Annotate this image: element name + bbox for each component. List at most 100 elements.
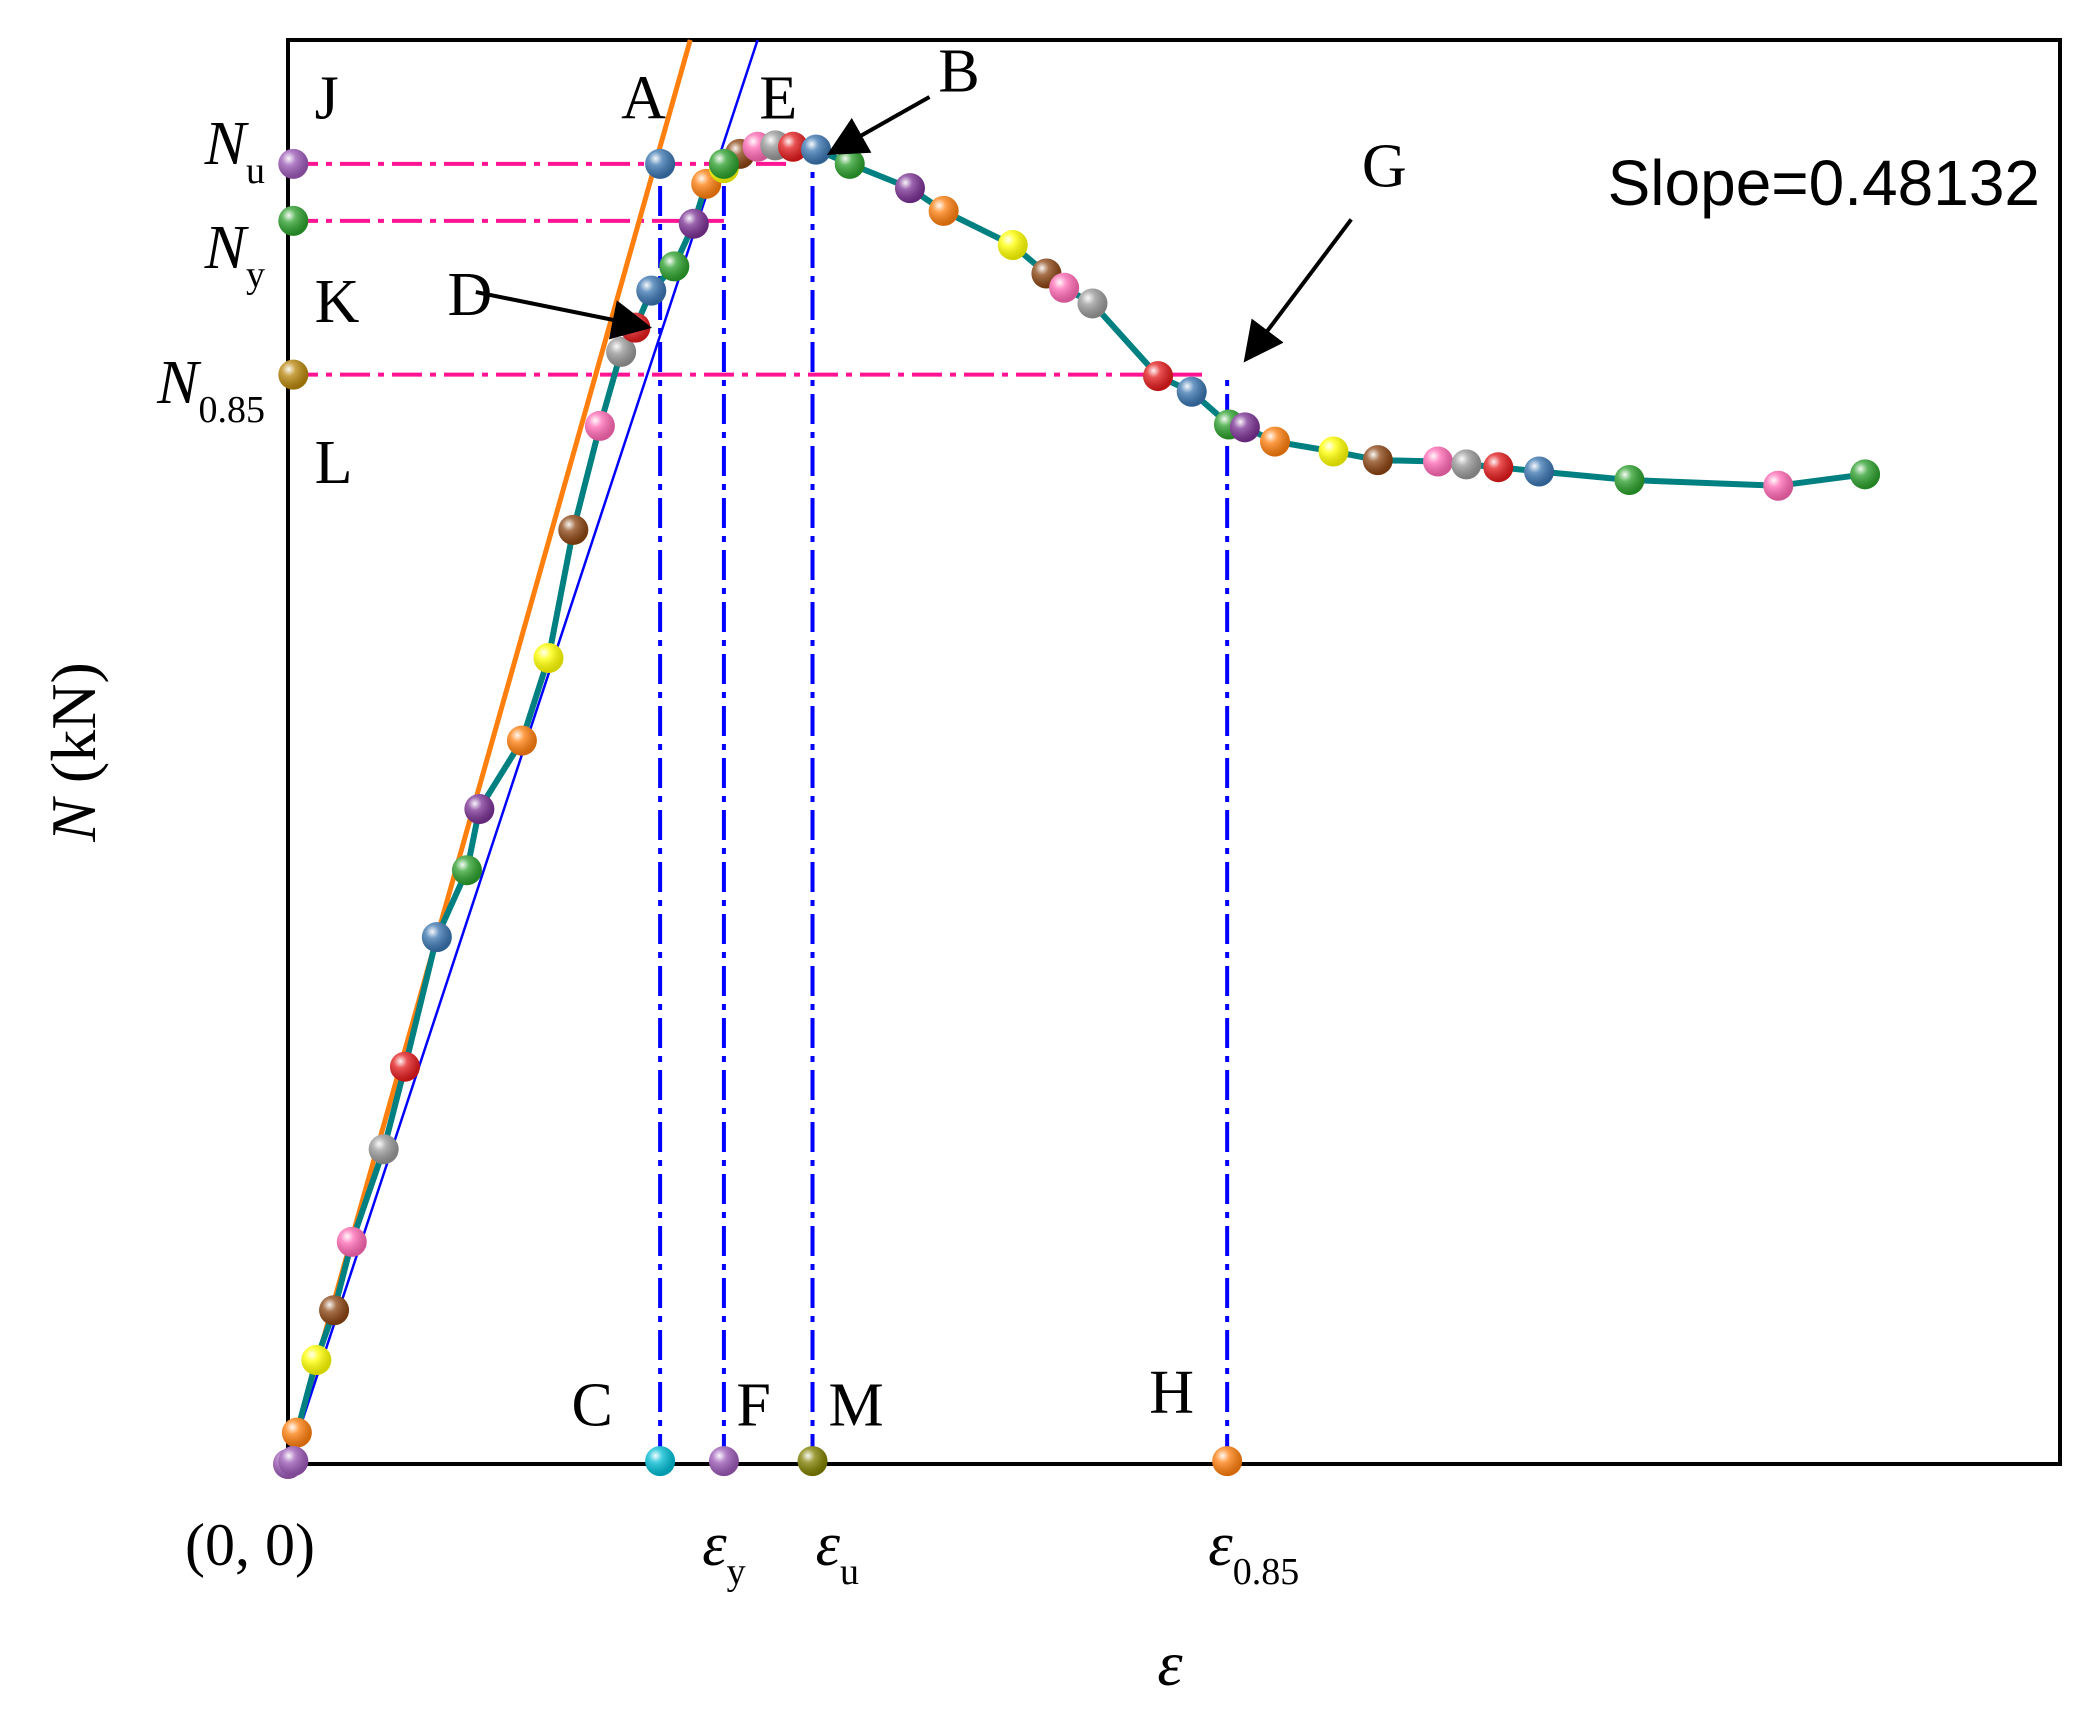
guide-marker-5-shine <box>645 1446 676 1477</box>
guide-marker-4-shine <box>708 148 739 179</box>
data-point-10 <box>506 725 537 756</box>
point-label-B: B <box>938 37 979 105</box>
data-point-5 <box>368 1134 399 1165</box>
data-point-16-shine <box>636 275 667 306</box>
data-point-25 <box>801 134 832 165</box>
guide-marker-6-shine <box>708 1446 739 1477</box>
data-point-28-shine <box>928 195 959 226</box>
guide-marker-8-shine <box>1212 1446 1243 1477</box>
data-point-1-shine <box>281 1417 312 1448</box>
data-point-6-shine <box>389 1051 420 1082</box>
data-point-32 <box>1077 288 1108 319</box>
data-point-14 <box>606 336 637 367</box>
y-axis-title: N (kN) <box>38 662 109 843</box>
data-point-28 <box>928 195 959 226</box>
data-point-9 <box>464 793 495 824</box>
data-point-27-shine <box>894 173 925 204</box>
data-point-8 <box>451 855 482 886</box>
guide-marker-8 <box>1212 1446 1243 1477</box>
data-point-7 <box>421 922 452 953</box>
data-point-2 <box>301 1345 332 1376</box>
origin-label: (0, 0) <box>185 1512 315 1578</box>
data-point-31-shine <box>1049 272 1080 303</box>
data-point-29-shine <box>997 230 1028 261</box>
guide-marker-3 <box>645 148 676 179</box>
series-line-0 <box>285 142 1866 1465</box>
data-point-36 <box>1229 412 1260 443</box>
data-point-36-shine <box>1229 412 1260 443</box>
arrows-layer <box>475 95 1353 363</box>
data-point-4-shine <box>336 1226 367 1257</box>
arrow-B <box>826 95 931 156</box>
data-point-1 <box>281 1417 312 1448</box>
data-point-42-shine <box>1483 452 1514 483</box>
arrow-D <box>475 290 653 340</box>
data-point-5-shine <box>368 1134 399 1165</box>
data-point-38-shine <box>1318 436 1349 467</box>
guide-marker-7-shine <box>797 1446 828 1477</box>
guide-marker-9-shine <box>278 1446 309 1477</box>
guide-marker-0-shine <box>278 148 309 179</box>
data-point-12 <box>558 514 589 545</box>
y-tick-label-y: Ny <box>204 214 265 296</box>
x-tick-label-u: εu <box>816 1511 859 1593</box>
data-point-32-shine <box>1077 288 1108 319</box>
point-label-D: D <box>447 261 492 329</box>
guide-marker-4 <box>708 148 739 179</box>
guide-marker-1 <box>278 205 309 236</box>
guide-marker-0 <box>278 148 309 179</box>
data-point-41 <box>1451 449 1482 480</box>
x-axis-title: ε <box>1157 1628 1183 1699</box>
data-point-39-shine <box>1362 445 1393 476</box>
point-label-J: J <box>315 64 339 132</box>
guide-marker-9 <box>278 1446 309 1477</box>
data-point-37-shine <box>1260 426 1291 457</box>
data-point-18-shine <box>678 208 709 239</box>
data-point-25-shine <box>801 134 832 165</box>
data-point-42 <box>1483 452 1514 483</box>
y-tick-label-u: Nu <box>204 110 265 192</box>
point-label-E: E <box>759 64 797 132</box>
data-point-46 <box>1850 459 1881 490</box>
guide-marker-2-shine <box>278 359 309 390</box>
data-point-26 <box>834 148 865 179</box>
data-point-44-shine <box>1614 465 1645 496</box>
data-point-33-shine <box>1143 361 1174 392</box>
data-point-7-shine <box>421 922 452 953</box>
markers-layer <box>273 130 1881 1479</box>
data-point-2-shine <box>301 1345 332 1376</box>
plot-frame <box>286 38 2062 1466</box>
guide-marker-3-shine <box>645 148 676 179</box>
data-point-24 <box>778 131 809 162</box>
data-point-3-shine <box>319 1295 350 1326</box>
data-point-43-shine <box>1524 456 1555 487</box>
data-point-15 <box>620 312 651 343</box>
data-point-16 <box>636 275 667 306</box>
arrow-G <box>1243 218 1353 363</box>
data-point-24-shine <box>778 131 809 162</box>
guide-marker-6 <box>708 1446 739 1477</box>
data-point-40-shine <box>1423 446 1454 477</box>
data-point-14-shine <box>606 336 637 367</box>
data-point-9-shine <box>464 793 495 824</box>
data-point-44 <box>1614 465 1645 496</box>
point-label-G: G <box>1362 133 1407 201</box>
data-point-15-shine <box>620 312 651 343</box>
data-point-29 <box>997 230 1028 261</box>
slope-annotation: Slope=0.48132 <box>1608 147 2040 219</box>
labels-layer: J A E B K D L G C F M H Nu Ny N0.85 εy εu ε0.85 <box>156 37 1406 1593</box>
data-point-27 <box>894 173 925 204</box>
point-label-K: K <box>315 268 360 336</box>
data-point-45 <box>1763 470 1794 501</box>
data-point-17-shine <box>659 251 690 282</box>
data-point-6 <box>389 1051 420 1082</box>
data-point-13-shine <box>584 410 615 441</box>
data-point-13 <box>584 410 615 441</box>
guide-marker-7 <box>797 1446 828 1477</box>
data-point-37 <box>1260 426 1291 457</box>
point-label-L: L <box>315 429 353 497</box>
point-label-F: F <box>736 1372 770 1440</box>
data-point-11 <box>533 643 564 674</box>
data-point-10-shine <box>506 725 537 756</box>
